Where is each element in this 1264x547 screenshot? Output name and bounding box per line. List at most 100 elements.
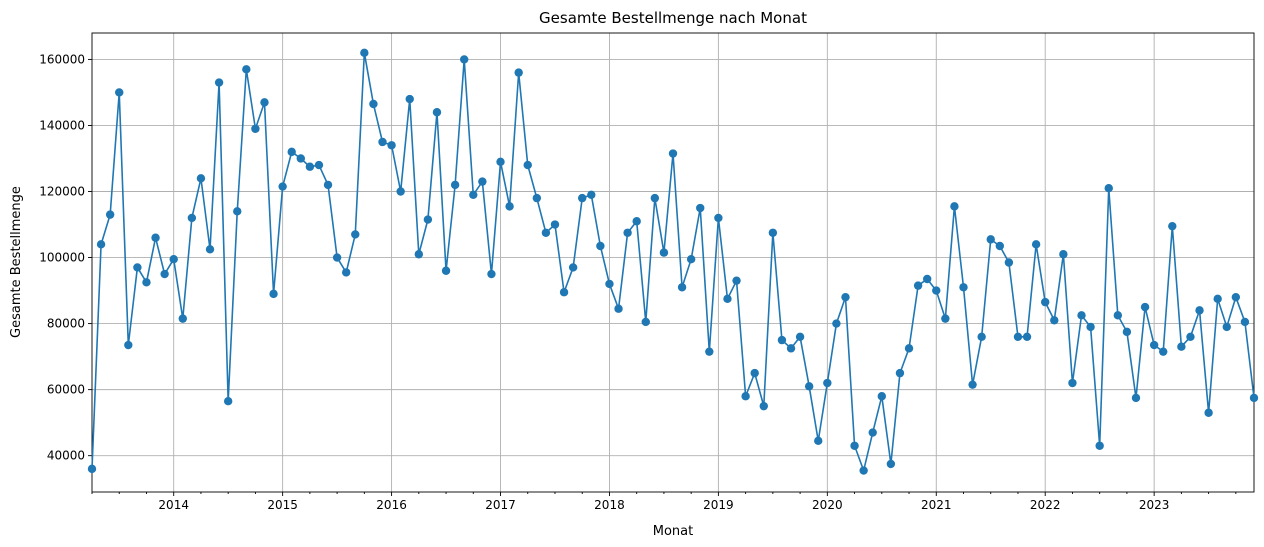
series-line — [91, 52, 1255, 474]
data-point — [886, 459, 896, 469]
series-points — [87, 48, 1259, 475]
data-point — [750, 368, 759, 378]
data-point — [913, 281, 923, 290]
data-point — [932, 286, 941, 295]
data-point — [1186, 332, 1195, 341]
y-tick-label: 100000 — [39, 251, 85, 265]
data-point — [904, 344, 914, 353]
data-point — [1159, 347, 1168, 356]
data-point — [1022, 332, 1032, 341]
x-tick-label: 2022 — [1030, 498, 1061, 512]
data-point — [296, 154, 305, 163]
data-point — [1068, 378, 1077, 388]
data-point — [1004, 258, 1014, 267]
x-tick-label: 2019 — [703, 498, 734, 512]
data-point — [187, 213, 197, 223]
data-point — [578, 193, 587, 203]
data-point — [877, 392, 886, 401]
data-point — [1013, 332, 1023, 341]
data-point — [1213, 294, 1222, 304]
data-point — [496, 157, 505, 166]
data-point — [450, 180, 460, 190]
grid — [92, 33, 1254, 492]
data-point — [850, 441, 859, 450]
data-point — [741, 392, 750, 401]
data-point — [614, 304, 623, 313]
data-point — [659, 248, 669, 257]
data-point — [233, 207, 242, 216]
data-point — [696, 203, 705, 213]
data-point — [1031, 240, 1041, 249]
plot-frame — [91, 32, 1255, 493]
data-point — [995, 241, 1005, 251]
data-point — [532, 193, 542, 203]
data-point — [124, 340, 133, 350]
data-point — [196, 174, 206, 183]
data-point — [686, 254, 696, 264]
data-point — [460, 55, 469, 64]
data-point — [677, 283, 687, 292]
data-point — [1050, 316, 1059, 325]
data-point — [105, 210, 115, 219]
data-point — [332, 253, 342, 262]
data-point — [378, 137, 387, 147]
y-tick-label: 140000 — [39, 118, 85, 132]
data-point — [732, 276, 741, 285]
data-point — [1140, 302, 1150, 312]
data-point — [351, 230, 360, 239]
data-point — [251, 124, 260, 133]
data-point — [514, 68, 523, 77]
data-point — [160, 269, 169, 279]
data-point — [396, 187, 405, 196]
data-point — [505, 202, 514, 211]
data-point — [1195, 306, 1204, 315]
y-tick-label: 60000 — [47, 383, 85, 397]
data-point — [214, 78, 224, 87]
data-point — [469, 190, 478, 200]
data-point — [1177, 342, 1186, 351]
data-point — [541, 228, 551, 237]
y-tick-label: 160000 — [39, 52, 85, 66]
data-point — [115, 88, 124, 97]
data-point — [986, 235, 995, 244]
data-point — [1240, 317, 1250, 327]
data-point — [1059, 250, 1068, 259]
data-point — [87, 464, 97, 474]
data-point — [777, 335, 787, 345]
data-point — [832, 319, 841, 328]
data-point — [223, 396, 233, 406]
chart-title: Gesamte Bestellmenge nach Monat — [539, 9, 807, 27]
data-point — [795, 332, 805, 341]
y-axis-ticks: 40000 60000 80000 100000 120000 140000 160000 — [39, 52, 92, 463]
x-tick-label: 2018 — [594, 498, 625, 512]
data-point — [1131, 393, 1141, 403]
data-point — [550, 220, 560, 229]
data-point — [859, 466, 868, 475]
data-point — [414, 250, 424, 259]
data-point — [568, 263, 578, 272]
data-point — [668, 149, 678, 158]
data-point — [1122, 327, 1132, 337]
data-point — [1249, 393, 1259, 403]
x-tick-label: 2020 — [812, 498, 843, 512]
data-point — [868, 428, 877, 437]
data-point — [487, 269, 496, 279]
data-point — [269, 289, 278, 299]
data-point — [804, 382, 814, 391]
x-tick-label: 2016 — [376, 498, 407, 512]
data-point — [1041, 297, 1050, 307]
data-point — [441, 266, 451, 275]
data-point — [178, 314, 187, 323]
x-tick-label: 2017 — [485, 498, 516, 512]
x-axis-ticks: 2014 2015 2016 2017 2018 2019 2020 2021 2022 2023 — [91, 492, 1237, 512]
data-point — [151, 233, 160, 242]
y-tick-label: 40000 — [47, 449, 85, 463]
data-point — [759, 401, 768, 411]
data-point — [478, 177, 487, 186]
data-point — [895, 368, 905, 378]
y-axis-label: Gesamte Bestellmenge — [9, 186, 24, 338]
data-point — [723, 294, 732, 304]
data-point — [650, 193, 660, 203]
data-point — [841, 292, 850, 302]
